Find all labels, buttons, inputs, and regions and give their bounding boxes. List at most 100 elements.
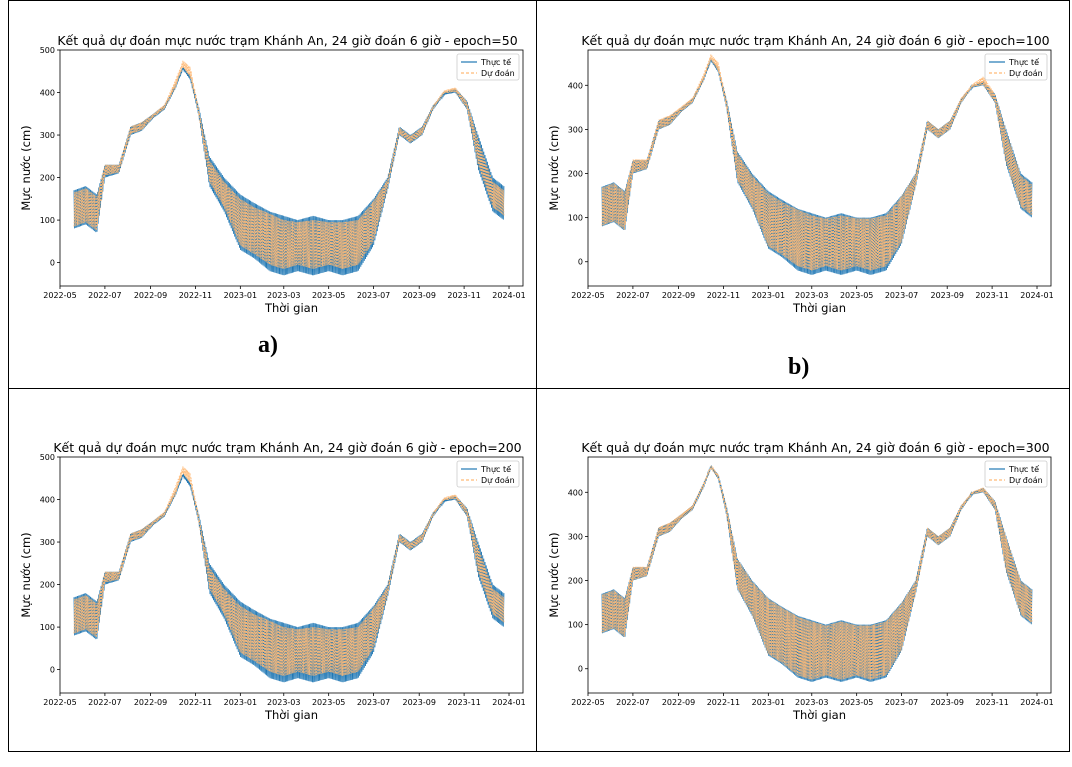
- x-tick-label: 2022-09: [662, 291, 695, 300]
- x-tick-label: 2022-07: [88, 291, 121, 300]
- chart-panel: Kết quả dự đoán mực nước trạm Khánh An, …: [16, 30, 536, 360]
- x-tick-label: 2023-09: [930, 291, 963, 300]
- x-tick-label: 2022-05: [571, 698, 604, 707]
- x-tick-label: 2023-03: [795, 698, 828, 707]
- x-tick-label: 2022-05: [43, 698, 76, 707]
- x-tick-label: 2022-07: [616, 698, 649, 707]
- x-tick-label: 2024-01: [1020, 291, 1053, 300]
- legend-label: Thực tế: [480, 464, 511, 475]
- x-axis-label: Thời gian: [792, 708, 846, 722]
- y-tick-label: 500: [40, 46, 55, 55]
- chart-panel: Kết quả dự đoán mực nước trạm Khánh An, …: [544, 437, 1064, 767]
- y-tick-label: 100: [40, 623, 55, 632]
- chart-title: Kết quả dự đoán mực nước trạm Khánh An, …: [581, 440, 1049, 455]
- y-tick-label: 0: [578, 665, 583, 674]
- y-axis-label: Mực nước (cm): [19, 125, 33, 210]
- x-axis-label: Thời gian: [792, 301, 846, 315]
- x-tick-label: 2023-03: [267, 698, 300, 707]
- x-tick-label: 2023-09: [930, 698, 963, 707]
- series-line-predicted: [73, 60, 505, 270]
- y-tick-label: 500: [40, 453, 55, 462]
- x-tick-label: 2023-01: [224, 291, 257, 300]
- x-tick-label: 2022-11: [179, 698, 212, 707]
- series-line-predicted: [601, 54, 1033, 271]
- y-tick-label: 100: [568, 621, 583, 630]
- chart-svg: Kết quả dự đoán mực nước trạm Khánh An, …: [19, 440, 526, 722]
- y-tick-label: 400: [568, 81, 583, 90]
- legend-label: Thực tế: [1008, 464, 1039, 475]
- y-axis-label: Mực nước (cm): [547, 125, 561, 210]
- x-tick-label: 2023-11: [975, 698, 1008, 707]
- x-tick-label: 2023-11: [447, 698, 480, 707]
- x-tick-label: 2023-05: [840, 291, 873, 300]
- y-tick-label: 100: [40, 216, 55, 225]
- y-tick-label: 400: [568, 488, 583, 497]
- x-tick-label: 2023-05: [312, 698, 345, 707]
- x-tick-label: 2023-11: [447, 291, 480, 300]
- x-axis-label: Thời gian: [264, 301, 318, 315]
- x-tick-label: 2024-01: [1020, 698, 1053, 707]
- x-tick-label: 2024-01: [492, 698, 525, 707]
- y-axis-label: Mực nước (cm): [547, 532, 561, 617]
- chart-panel: Kết quả dự đoán mực nước trạm Khánh An, …: [16, 437, 536, 767]
- x-tick-label: 2023-01: [224, 698, 257, 707]
- y-tick-label: 400: [40, 496, 55, 505]
- y-tick-label: 200: [568, 577, 583, 586]
- y-tick-label: 300: [40, 538, 55, 547]
- x-tick-label: 2023-07: [885, 698, 918, 707]
- legend-label: Dự đoán: [481, 69, 515, 79]
- x-tick-label: 2023-03: [267, 291, 300, 300]
- x-tick-label: 2022-09: [134, 291, 167, 300]
- y-tick-label: 300: [568, 532, 583, 541]
- x-tick-label: 2023-03: [795, 291, 828, 300]
- y-tick-label: 200: [568, 170, 583, 179]
- x-tick-label: 2022-05: [571, 291, 604, 300]
- figure-frame: [8, 0, 1070, 752]
- legend-label: Dự đoán: [1009, 476, 1043, 486]
- chart-svg: Kết quả dự đoán mực nước trạm Khánh An, …: [547, 33, 1054, 315]
- subfigure-label-b: b): [788, 354, 810, 380]
- y-tick-label: 100: [568, 214, 583, 223]
- y-tick-label: 0: [578, 258, 583, 267]
- legend-label: Dự đoán: [481, 476, 515, 486]
- vertical-divider: [536, 0, 537, 752]
- chart-title: Kết quả dự đoán mực nước trạm Khánh An, …: [57, 33, 517, 48]
- x-tick-label: 2023-09: [402, 291, 435, 300]
- y-tick-label: 300: [568, 125, 583, 134]
- y-tick-label: 0: [50, 259, 55, 268]
- horizontal-divider: [8, 388, 1070, 389]
- legend-label: Thực tế: [480, 57, 511, 68]
- legend-label: Thực tế: [1008, 57, 1039, 68]
- x-tick-label: 2024-01: [492, 291, 525, 300]
- x-tick-label: 2022-09: [134, 698, 167, 707]
- x-tick-label: 2023-07: [357, 291, 390, 300]
- x-tick-label: 2023-05: [840, 698, 873, 707]
- x-tick-label: 2023-11: [975, 291, 1008, 300]
- x-tick-label: 2022-07: [616, 291, 649, 300]
- x-tick-label: 2023-09: [402, 698, 435, 707]
- chart-svg: Kết quả dự đoán mực nước trạm Khánh An, …: [547, 440, 1054, 722]
- chart-title: Kết quả dự đoán mực nước trạm Khánh An, …: [581, 33, 1049, 48]
- x-tick-label: 2023-01: [752, 291, 785, 300]
- y-tick-label: 0: [50, 666, 55, 675]
- chart-title: Kết quả dự đoán mực nước trạm Khánh An, …: [53, 440, 521, 455]
- x-tick-label: 2023-01: [752, 698, 785, 707]
- x-tick-label: 2023-07: [885, 291, 918, 300]
- series-line-predicted: [601, 465, 1033, 680]
- subfigure-label-a: a): [258, 332, 278, 358]
- x-tick-label: 2023-05: [312, 291, 345, 300]
- x-axis-label: Thời gian: [264, 708, 318, 722]
- chart-svg: Kết quả dự đoán mực nước trạm Khánh An, …: [19, 33, 526, 315]
- y-axis-label: Mực nước (cm): [19, 532, 33, 617]
- y-tick-label: 200: [40, 174, 55, 183]
- series-line-predicted: [73, 466, 505, 677]
- x-tick-label: 2022-11: [179, 291, 212, 300]
- y-tick-label: 400: [40, 89, 55, 98]
- chart-panel: Kết quả dự đoán mực nước trạm Khánh An, …: [544, 30, 1064, 360]
- x-tick-label: 2023-07: [357, 698, 390, 707]
- x-tick-label: 2022-11: [707, 698, 740, 707]
- x-tick-label: 2022-07: [88, 698, 121, 707]
- x-tick-label: 2022-11: [707, 291, 740, 300]
- x-tick-label: 2022-05: [43, 291, 76, 300]
- y-tick-label: 200: [40, 581, 55, 590]
